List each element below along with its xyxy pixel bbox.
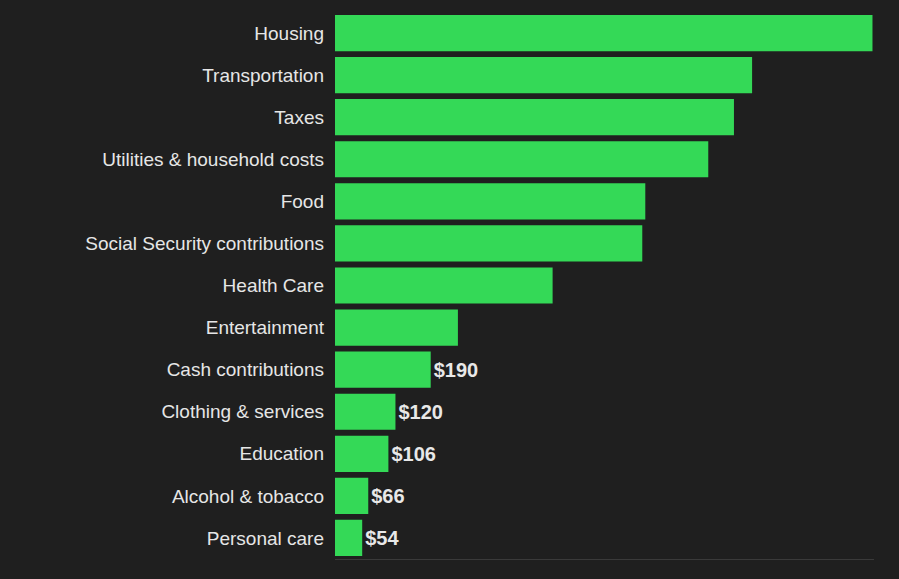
svg-text:Clothing & services: Clothing & services [161, 401, 324, 422]
svg-text:Personal care: Personal care [207, 528, 324, 549]
svg-text:Entertainment: Entertainment [206, 317, 325, 338]
svg-text:Education: Education [239, 443, 324, 464]
svg-text:Housing: Housing [254, 23, 324, 44]
svg-text:Health Care: Health Care [223, 275, 324, 296]
svg-text:$106: $106 [391, 443, 436, 465]
svg-text:$66: $66 [371, 485, 404, 507]
svg-text:$190: $190 [434, 359, 479, 381]
svg-text:$54: $54 [365, 527, 399, 549]
svg-text:Utilities & household costs: Utilities & household costs [102, 149, 324, 170]
svg-text:Food: Food [281, 191, 324, 212]
svg-text:$120: $120 [398, 401, 443, 423]
svg-text:Social Security contributions: Social Security contributions [85, 233, 324, 254]
svg-text:Alcohol & tobacco: Alcohol & tobacco [172, 486, 324, 507]
svg-text:Taxes: Taxes [274, 107, 324, 128]
svg-text:Cash contributions: Cash contributions [167, 359, 324, 380]
svg-text:Transportation: Transportation [202, 65, 324, 86]
